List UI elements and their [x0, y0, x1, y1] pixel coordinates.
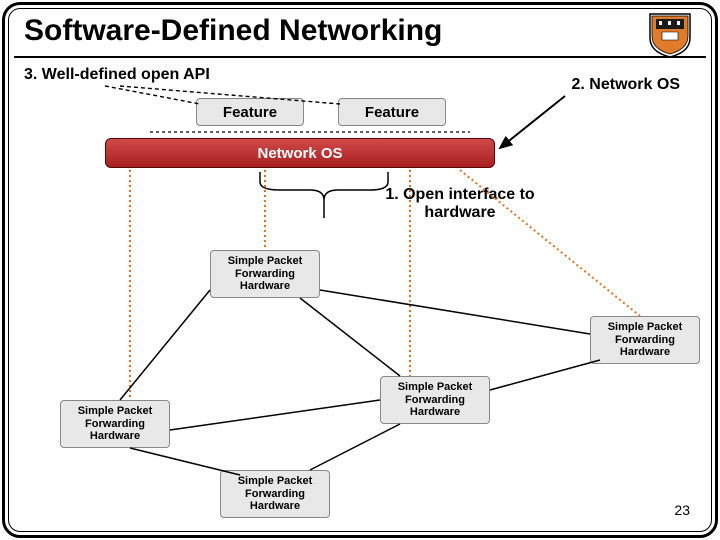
hw-box: Simple Packet Forwarding Hardware: [210, 250, 320, 298]
princeton-shield-icon: [648, 12, 692, 58]
network-os-label: Network OS: [257, 145, 342, 162]
feature-box-1: Feature: [196, 98, 304, 126]
hw-label: Simple Packet Forwarding Hardware: [223, 475, 327, 513]
hw-box: Simple Packet Forwarding Hardware: [590, 316, 700, 364]
open-interface-label: 1. Open interface to hardware: [350, 186, 570, 222]
title-underline: [14, 56, 706, 58]
hw-box: Simple Packet Forwarding Hardware: [60, 400, 170, 448]
hw-box: Simple Packet Forwarding Hardware: [220, 470, 330, 518]
page-number: 23: [674, 502, 690, 518]
hw-box: Simple Packet Forwarding Hardware: [380, 376, 490, 424]
api-label: 3. Well-defined open API: [24, 66, 210, 84]
netos-label: 2. Network OS: [572, 76, 680, 94]
feature-box-2: Feature: [338, 98, 446, 126]
hw-label: Simple Packet Forwarding Hardware: [383, 381, 487, 419]
hw-label: Simple Packet Forwarding Hardware: [213, 255, 317, 293]
network-os-box: Network OS: [105, 138, 495, 168]
page-title: Software-Defined Networking: [24, 14, 442, 48]
hw-label: Simple Packet Forwarding Hardware: [63, 405, 167, 443]
feature-label: Feature: [223, 104, 277, 121]
feature-label: Feature: [365, 104, 419, 121]
hw-label: Simple Packet Forwarding Hardware: [593, 321, 697, 359]
